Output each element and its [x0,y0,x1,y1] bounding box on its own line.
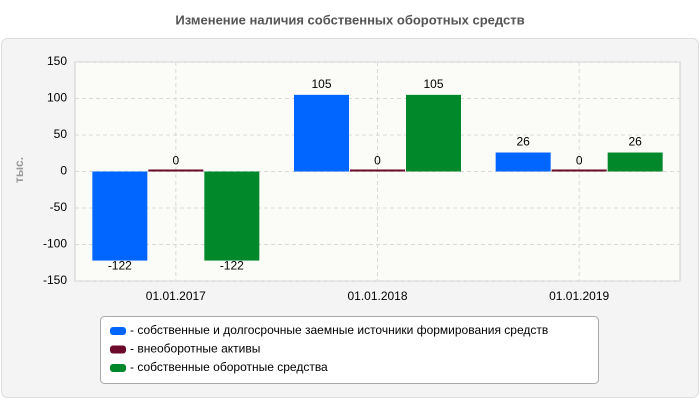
y-tick-label: 50 [54,127,68,141]
value-label: 0 [374,154,381,168]
legend-swatch [110,345,126,354]
y-tick-label: 150 [47,54,67,68]
bar [495,152,551,172]
x-tick-label: 01.01.2018 [347,289,407,303]
bar [204,171,260,261]
bar [294,94,349,172]
y-axis-label: тыс. [12,157,26,183]
bar [148,169,204,172]
legend-label: - собственные и долгосрочные заемные ист… [130,323,548,337]
legend-swatch [110,364,126,372]
value-label: 105 [423,77,443,91]
value-label: 0 [172,154,179,168]
x-tick-label: 01.01.2017 [146,289,206,303]
value-label: 105 [311,77,331,91]
y-tick-label: -50 [50,200,68,214]
legend-box [100,316,599,384]
value-label: 26 [516,135,530,149]
y-tick-label: -150 [43,273,67,287]
bar [607,152,663,172]
y-tick-label: -100 [43,237,67,251]
y-tick-label: 100 [47,91,67,105]
bar [92,171,148,261]
bar [551,169,607,172]
bar [406,94,461,172]
value-label: 0 [576,154,583,168]
value-label: -122 [220,259,244,273]
x-tick-label: 01.01.2019 [549,289,609,303]
legend-swatch [110,327,126,335]
y-tick-label: 0 [60,164,67,178]
legend-label: - внеоборотные активы [130,342,260,356]
value-label: 26 [628,135,642,149]
bar [350,169,405,172]
chart-title: Изменение наличия собственных оборотных … [175,12,524,27]
value-label: -122 [108,259,132,273]
legend-label: - собственные оборотные средства [130,360,328,374]
